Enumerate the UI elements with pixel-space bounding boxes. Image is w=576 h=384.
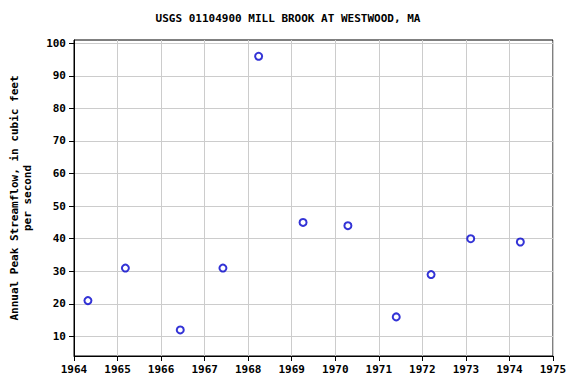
svg-text:1974: 1974 bbox=[496, 363, 523, 376]
svg-text:50: 50 bbox=[53, 200, 66, 213]
svg-text:90: 90 bbox=[53, 69, 66, 82]
svg-text:1967: 1967 bbox=[191, 363, 218, 376]
svg-text:1966: 1966 bbox=[148, 363, 175, 376]
svg-text:40: 40 bbox=[53, 232, 66, 245]
svg-text:1971: 1971 bbox=[366, 363, 393, 376]
svg-text:70: 70 bbox=[53, 134, 66, 147]
svg-text:1969: 1969 bbox=[278, 363, 305, 376]
svg-text:10: 10 bbox=[53, 330, 66, 343]
svg-text:1975: 1975 bbox=[540, 363, 567, 376]
svg-text:1970: 1970 bbox=[322, 363, 349, 376]
svg-text:20: 20 bbox=[53, 297, 66, 310]
svg-text:100: 100 bbox=[46, 37, 66, 50]
svg-text:60: 60 bbox=[53, 167, 66, 180]
svg-text:1968: 1968 bbox=[235, 363, 262, 376]
svg-text:1964: 1964 bbox=[61, 363, 88, 376]
svg-text:80: 80 bbox=[53, 102, 66, 115]
svg-text:30: 30 bbox=[53, 265, 66, 278]
svg-text:1972: 1972 bbox=[409, 363, 436, 376]
svg-text:per second: per second bbox=[21, 165, 34, 231]
svg-text:Annual Peak Streamflow, in cub: Annual Peak Streamflow, in cubic feet bbox=[8, 75, 21, 320]
svg-text:1973: 1973 bbox=[453, 363, 480, 376]
svg-text:USGS 01104900 MILL BROOK AT WE: USGS 01104900 MILL BROOK AT WESTWOOD, MA bbox=[156, 12, 421, 25]
svg-text:1965: 1965 bbox=[104, 363, 131, 376]
